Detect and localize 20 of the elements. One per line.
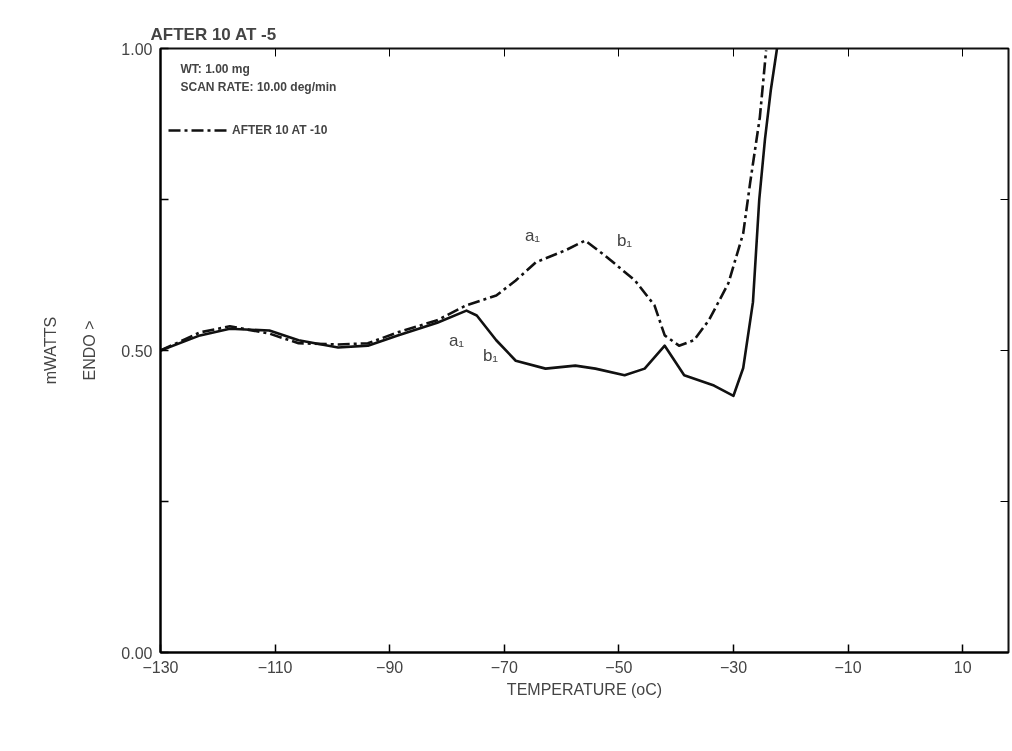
text: ENDO >: [81, 320, 99, 381]
x-tick-label: −110: [257, 658, 293, 676]
legend-label: AFTER 10 AT -10: [232, 123, 328, 137]
x-axis-title: TEMPERATURE (oC): [506, 680, 663, 698]
x-tick-label: −10: [834, 658, 862, 676]
annotation: b₁: [616, 231, 633, 250]
x-tick-label: −50: [605, 658, 633, 676]
y-axis-title: mWATTS: [41, 316, 59, 385]
x-tick-label: −90: [376, 658, 404, 676]
annotation: b₁: [482, 346, 499, 365]
annotation: a₁: [448, 331, 465, 350]
x-tick-label: −70: [490, 658, 518, 676]
annotation: WT: 1.00 mg: [180, 61, 250, 76]
y-tick-label: 1.00: [121, 40, 153, 58]
annotation: a₁: [524, 226, 541, 245]
x-tick-label: 10: [953, 658, 972, 676]
chart-title: AFTER 10 AT -5: [150, 24, 277, 44]
annotation: SCAN RATE: 10.00 deg/min: [180, 79, 337, 94]
x-tick-label: −30: [719, 658, 748, 676]
y-tick-label: 0.50: [121, 342, 153, 360]
